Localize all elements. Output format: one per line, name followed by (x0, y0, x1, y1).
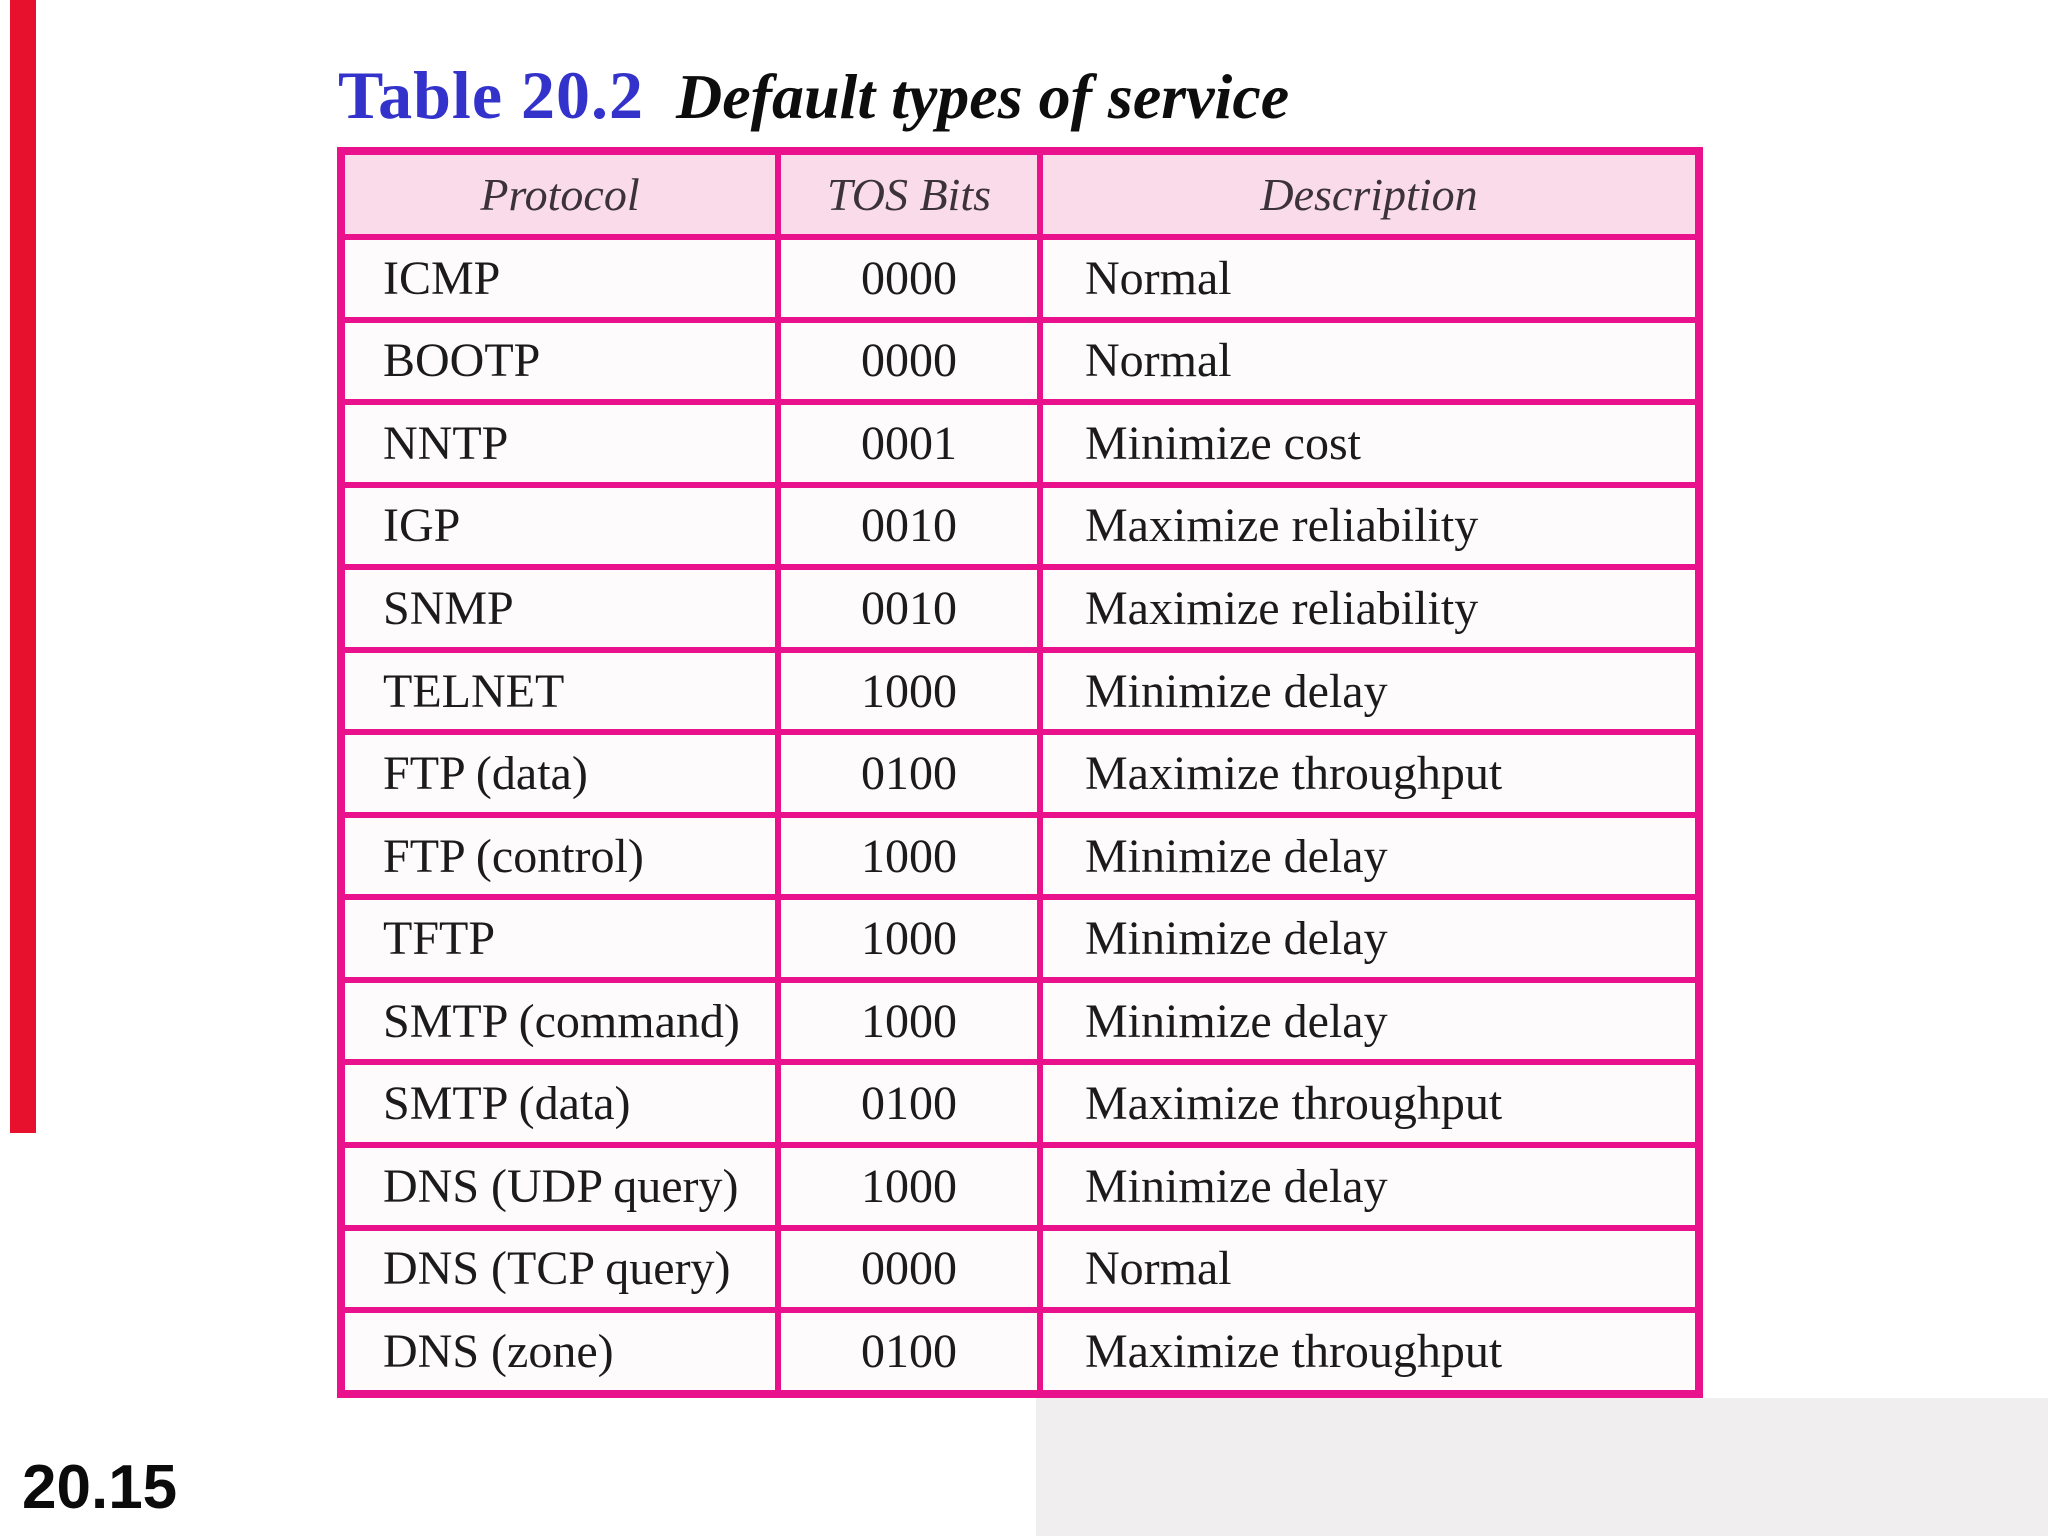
tos-bits-cell: 0010 (775, 564, 1043, 653)
protocol-cell: ICMP (338, 234, 781, 323)
column-header-protocol: Protocol (338, 148, 781, 240)
table-header-row: Protocol TOS Bits Description (338, 148, 1702, 240)
tos-bits-cell: 1000 (775, 646, 1043, 736)
description-cell: Minimize delay (1037, 811, 1702, 901)
tos-bits-cell: 0100 (775, 729, 1043, 818)
table-row: DNS (UDP query) 1000 Minimize delay (338, 1142, 1702, 1231)
slide-title: Table 20.2 Default types of service (338, 56, 1289, 135)
table-row: DNS (zone) 0100 Maximize throughput (338, 1307, 1702, 1397)
protocol-cell: TELNET (338, 646, 781, 736)
tos-bits-cell: 0000 (775, 234, 1043, 323)
description-cell: Maximize throughput (1037, 1307, 1702, 1397)
column-header-tos-bits: TOS Bits (775, 148, 1043, 240)
tos-bits-cell: 0100 (775, 1307, 1043, 1397)
protocol-cell: SNMP (338, 564, 781, 653)
left-accent-bar (10, 0, 36, 1133)
tos-bits-cell: 0000 (775, 1224, 1043, 1314)
table-row: IGP 0010 Maximize reliability (338, 481, 1702, 571)
protocol-cell: SMTP (command) (338, 976, 781, 1066)
description-cell: Normal (1037, 1224, 1702, 1314)
tos-bits-cell: 1000 (775, 1142, 1043, 1231)
tos-bits-cell: 0001 (775, 399, 1043, 488)
table-row: ICMP 0000 Normal (338, 234, 1702, 323)
protocol-cell: DNS (TCP query) (338, 1224, 781, 1314)
protocol-cell: DNS (UDP query) (338, 1142, 781, 1231)
protocol-cell: DNS (zone) (338, 1307, 781, 1397)
protocol-cell: TFTP (338, 894, 781, 983)
table-caption-label: Default types of service (676, 61, 1290, 132)
table-row: SMTP (command) 1000 Minimize delay (338, 976, 1702, 1066)
description-cell: Minimize cost (1037, 399, 1702, 488)
table-number-label: Table 20.2 (338, 57, 645, 133)
types-of-service-table: Protocol TOS Bits Description ICMP 0000 … (337, 147, 1703, 1398)
protocol-cell: FTP (control) (338, 811, 781, 901)
table-row: TFTP 1000 Minimize delay (338, 894, 1702, 983)
table-row: BOOTP 0000 Normal (338, 316, 1702, 406)
description-cell: Maximize reliability (1037, 481, 1702, 571)
tos-bits-cell: 1000 (775, 811, 1043, 901)
description-cell: Minimize delay (1037, 646, 1702, 736)
table-row: FTP (data) 0100 Maximize throughput (338, 729, 1702, 818)
description-cell: Maximize reliability (1037, 564, 1702, 653)
tos-bits-cell: 0100 (775, 1059, 1043, 1148)
protocol-cell: SMTP (data) (338, 1059, 781, 1148)
page-number: 20.15 (22, 1453, 178, 1522)
tos-bits-cell: 0000 (775, 316, 1043, 406)
description-cell: Minimize delay (1037, 894, 1702, 983)
column-header-description: Description (1037, 148, 1702, 240)
table-row: TELNET 1000 Minimize delay (338, 646, 1702, 736)
protocol-cell: NNTP (338, 399, 781, 488)
description-cell: Normal (1037, 234, 1702, 323)
protocol-cell: IGP (338, 481, 781, 571)
tos-bits-cell: 1000 (775, 976, 1043, 1066)
table-row: NNTP 0001 Minimize cost (338, 399, 1702, 488)
protocol-cell: BOOTP (338, 316, 781, 406)
description-cell: Minimize delay (1037, 976, 1702, 1066)
table-row: SNMP 0010 Maximize reliability (338, 564, 1702, 653)
description-cell: Maximize throughput (1037, 729, 1702, 818)
description-cell: Maximize throughput (1037, 1059, 1702, 1148)
description-cell: Minimize delay (1037, 1142, 1702, 1231)
description-cell: Normal (1037, 316, 1702, 406)
table-row: FTP (control) 1000 Minimize delay (338, 811, 1702, 901)
table-row: SMTP (data) 0100 Maximize throughput (338, 1059, 1702, 1148)
tos-bits-cell: 1000 (775, 894, 1043, 983)
protocol-cell: FTP (data) (338, 729, 781, 818)
bottom-right-shade-region (1036, 1398, 2048, 1536)
table-body: ICMP 0000 Normal BOOTP 0000 Normal NNTP … (338, 234, 1702, 1397)
tos-bits-cell: 0010 (775, 481, 1043, 571)
table-row: DNS (TCP query) 0000 Normal (338, 1224, 1702, 1314)
